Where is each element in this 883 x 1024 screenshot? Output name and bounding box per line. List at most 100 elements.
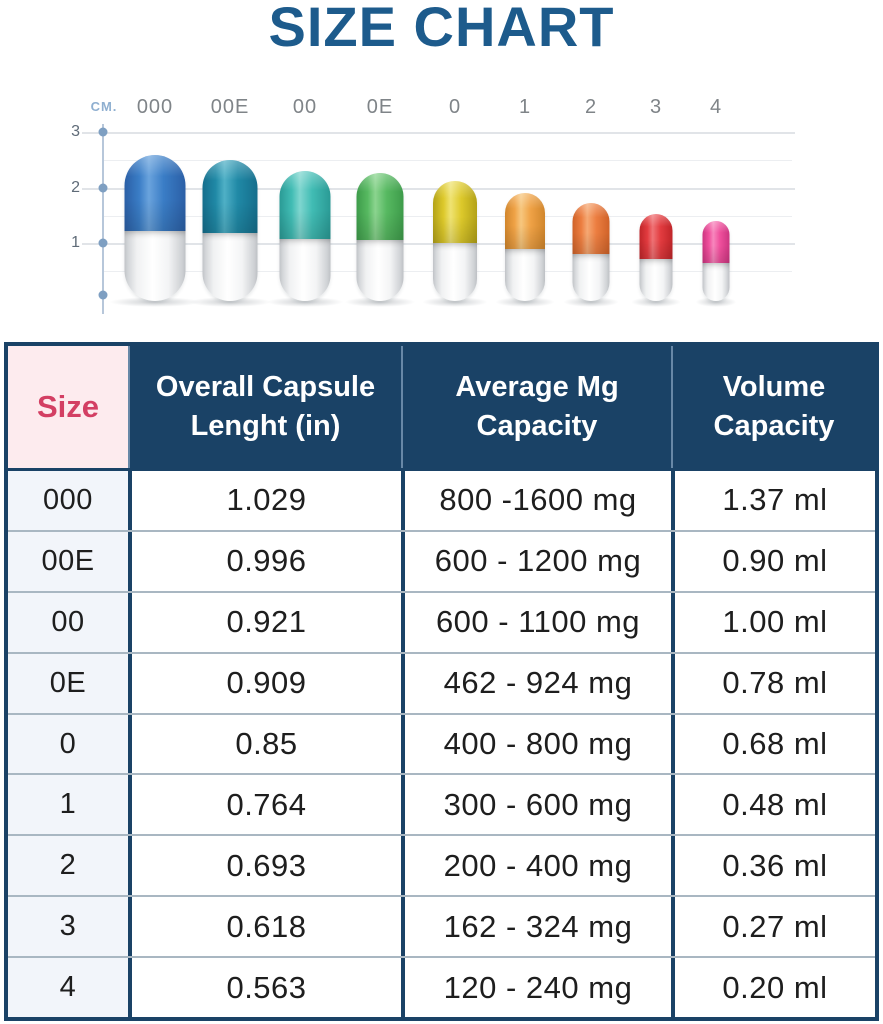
capsule-label-00E: 00E bbox=[210, 96, 250, 118]
size-cell: 0 bbox=[8, 714, 128, 774]
major-gridline bbox=[82, 132, 795, 134]
capsule-cap bbox=[702, 221, 730, 263]
capsule-shadow bbox=[344, 297, 416, 307]
capsule-label-2: 2 bbox=[584, 96, 598, 118]
axis-line bbox=[102, 124, 104, 314]
table-row-0E: 0E 0.909 462 - 924 mg 0.78 ml bbox=[8, 651, 875, 713]
capsule-shadow bbox=[695, 297, 737, 307]
capsule-0E bbox=[356, 173, 404, 301]
minor-gridline bbox=[102, 160, 792, 161]
size-cell: 3 bbox=[8, 897, 128, 957]
capsule-shadow bbox=[109, 297, 201, 307]
capsule-label-0E: 0E bbox=[366, 96, 394, 118]
capsule-cap bbox=[639, 214, 673, 260]
page-title: SIZE CHART bbox=[268, 0, 615, 58]
mg-cell: 162 - 324 mg bbox=[401, 897, 671, 957]
capsule-body bbox=[702, 262, 730, 301]
axis-unit-label: CM. bbox=[90, 99, 118, 114]
capsule-0 bbox=[433, 181, 477, 301]
size-table: Size Overall Capsule Lenght (in) Average… bbox=[4, 342, 879, 1021]
axis-tick-label: 2 bbox=[71, 179, 80, 196]
volume-cell: 0.78 ml bbox=[671, 653, 875, 713]
axis-dot bbox=[98, 290, 108, 300]
volume-cell: 0.48 ml bbox=[671, 775, 875, 835]
capsule-label-1: 1 bbox=[518, 96, 532, 118]
volume-cell: 0.20 ml bbox=[671, 958, 875, 1018]
capsule-label-3: 3 bbox=[649, 96, 663, 118]
capsule-00E bbox=[202, 160, 258, 301]
volume-cell: 0.36 ml bbox=[671, 836, 875, 896]
size-cell: 000 bbox=[8, 471, 128, 530]
table-body: 000 1.029 800 -1600 mg 1.37 ml 00E 0.996 600 -… bbox=[8, 471, 875, 1018]
mg-cell: 400 - 800 mg bbox=[401, 714, 671, 774]
length-cell: 0.618 bbox=[128, 897, 401, 957]
capsule-cap bbox=[505, 193, 545, 250]
table-row-2: 2 0.693 200 - 400 mg 0.36 ml bbox=[8, 834, 875, 896]
length-cell: 0.693 bbox=[128, 836, 401, 896]
capsule-00 bbox=[279, 171, 331, 301]
capsule-000 bbox=[124, 155, 186, 301]
table-header-row: Size Overall Capsule Lenght (in) Average… bbox=[8, 346, 875, 471]
size-cell: 00 bbox=[8, 592, 128, 652]
capsule-body bbox=[356, 239, 404, 301]
capsule-shadow bbox=[563, 297, 619, 307]
axis-tick-label: 3 bbox=[71, 123, 80, 140]
header-mg-capacity: Average Mg Capacity bbox=[401, 346, 671, 468]
capsule-shadow bbox=[188, 297, 272, 307]
capsule-label-00: 00 bbox=[292, 96, 318, 118]
axis-dot bbox=[98, 183, 108, 193]
length-cell: 0.563 bbox=[128, 958, 401, 1018]
volume-cell: 0.27 ml bbox=[671, 897, 875, 957]
mg-cell: 600 - 1200 mg bbox=[401, 531, 671, 591]
mg-cell: 800 -1600 mg bbox=[401, 471, 671, 530]
size-cell: 4 bbox=[8, 958, 128, 1018]
axis-dot bbox=[98, 238, 108, 248]
capsule-body bbox=[639, 259, 673, 301]
capsule-cap bbox=[572, 203, 610, 254]
capsule-body bbox=[572, 253, 610, 301]
mg-cell: 200 - 400 mg bbox=[401, 836, 671, 896]
length-cell: 0.764 bbox=[128, 775, 401, 835]
table-row-1: 1 0.764 300 - 600 mg 0.48 ml bbox=[8, 773, 875, 835]
capsule-cap bbox=[202, 160, 258, 234]
capsule-2 bbox=[572, 203, 610, 301]
header-volume-capacity: Volume Capacity bbox=[671, 346, 875, 468]
capsule-cap bbox=[433, 181, 477, 244]
table-row-00E: 00E 0.996 600 - 1200 mg 0.90 ml bbox=[8, 529, 875, 591]
length-cell: 0.996 bbox=[128, 531, 401, 591]
capsule-label-4: 4 bbox=[709, 96, 723, 118]
capsule-shadow bbox=[631, 297, 681, 307]
capsule-body bbox=[279, 238, 331, 301]
size-cell: 1 bbox=[8, 775, 128, 835]
table-row-00: 00 0.921 600 - 1100 mg 1.00 ml bbox=[8, 590, 875, 652]
capsule-3 bbox=[639, 214, 673, 301]
capsule-cap bbox=[279, 171, 331, 239]
mg-cell: 300 - 600 mg bbox=[401, 775, 671, 835]
capsule-body bbox=[433, 243, 477, 301]
volume-cell: 0.68 ml bbox=[671, 714, 875, 774]
length-cell: 0.85 bbox=[128, 714, 401, 774]
capsule-cap bbox=[356, 173, 404, 240]
length-cell: 1.029 bbox=[128, 471, 401, 530]
length-cell: 0.909 bbox=[128, 653, 401, 713]
volume-cell: 0.90 ml bbox=[671, 531, 875, 591]
capsule-cap bbox=[124, 155, 186, 231]
header-length: Overall Capsule Lenght (in) bbox=[128, 346, 401, 468]
table-row-4: 4 0.563 120 - 240 mg 0.20 ml bbox=[8, 956, 875, 1018]
mg-cell: 462 - 924 mg bbox=[401, 653, 671, 713]
size-cell: 2 bbox=[8, 836, 128, 896]
header-size: Size bbox=[8, 346, 128, 468]
capsule-body bbox=[202, 233, 258, 301]
capsule-1 bbox=[505, 193, 545, 301]
capsule-shadow bbox=[422, 297, 488, 307]
length-cell: 0.921 bbox=[128, 592, 401, 652]
mg-cell: 120 - 240 mg bbox=[401, 958, 671, 1018]
axis-tick-label: 1 bbox=[71, 234, 80, 251]
volume-cell: 1.37 ml bbox=[671, 471, 875, 530]
size-cell: 00E bbox=[8, 531, 128, 591]
capsule-body bbox=[505, 249, 545, 301]
capsule-shadow bbox=[495, 297, 555, 307]
table-row-000: 000 1.029 800 -1600 mg 1.37 ml bbox=[8, 471, 875, 530]
capsule-body bbox=[124, 230, 186, 301]
